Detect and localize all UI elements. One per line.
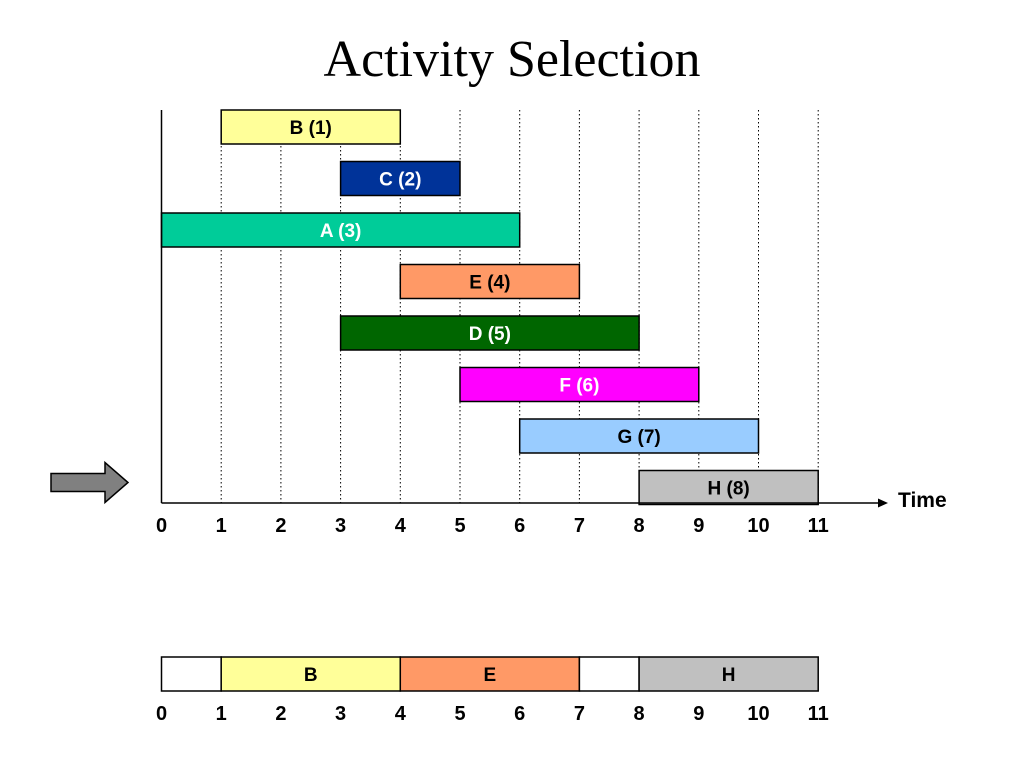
selection-tick-label: 3 (335, 703, 346, 725)
tick-label: 10 (747, 515, 769, 537)
tick-label: 0 (156, 515, 167, 537)
selection-segment-rect (638, 656, 819, 692)
selection-tick-label: 7 (574, 703, 585, 725)
selection-tick-label: 5 (454, 703, 465, 725)
tick-label: 3 (335, 515, 346, 537)
activity-bar: F (6) (459, 366, 700, 403)
selection-tick-label: 2 (275, 703, 286, 725)
activity-bar-rect (220, 109, 402, 145)
activity-bar-rect (399, 263, 581, 300)
slide-title: Activity Selection (323, 31, 701, 88)
selection-segment (578, 656, 640, 692)
selection-tick-label: 10 (747, 703, 769, 725)
activity-bar: G (7) (518, 418, 760, 454)
tick-label: 9 (693, 515, 704, 537)
selection-segment: E (399, 656, 581, 692)
activity-bar: H (8) (638, 469, 819, 506)
tick-label: 5 (454, 515, 465, 537)
selection-segment-label: H (722, 665, 736, 686)
selection-tick-label: 4 (395, 703, 407, 725)
activity-bar: B (1) (220, 109, 402, 145)
activity-bar-rect (638, 469, 819, 506)
right-arrow-icon (50, 460, 130, 505)
activity-bar-label: D (5) (469, 324, 511, 345)
selection-segment: B (220, 656, 402, 692)
selection-tick-label: 11 (808, 703, 829, 725)
activity-bar-rect (459, 366, 700, 403)
tick-label: 6 (514, 515, 525, 537)
selection-tick-label: 9 (693, 703, 704, 725)
selection-tick-label: 6 (514, 703, 525, 725)
selection-tick-label: 1 (216, 703, 227, 725)
tick-label: 2 (275, 515, 286, 537)
selection-segment-rect (220, 656, 402, 692)
tick-label: 4 (395, 515, 407, 537)
selection-segment-rect (160, 656, 222, 692)
tick-label: 7 (574, 515, 585, 537)
activity-bar-label: F (6) (559, 376, 599, 397)
time-axis: Time 0 1 2 3 4 5 6 7 8 9 10 11 (156, 110, 947, 537)
activity-bar-label: G (7) (617, 427, 660, 448)
selection-segment-rect (399, 656, 581, 692)
axis-arrowhead-icon (878, 498, 888, 508)
tick-label: 8 (634, 515, 645, 537)
activity-bar-label: B (1) (290, 118, 332, 139)
selection-tick-label: 0 (156, 703, 167, 725)
selected-activities-strip: B E H 0 1 2 3 4 5 6 7 8 9 10 11 (156, 656, 829, 725)
pointer-arrow-group (50, 460, 130, 505)
selection-segment-label: B (304, 665, 318, 686)
selection-segment: H (638, 656, 819, 692)
axis-label: Time (898, 489, 947, 512)
activity-bar: D (5) (339, 315, 640, 351)
tick-label: 11 (808, 515, 829, 537)
activity-bar-rect (339, 315, 640, 351)
selection-segment (160, 656, 222, 692)
activity-bar: C (2) (339, 160, 461, 197)
selection-segment-rect (578, 656, 640, 692)
selection-tick-label: 8 (634, 703, 645, 725)
activity-bar-rect (518, 418, 760, 454)
activity-bar: A (3) (160, 212, 521, 248)
activity-bar-label: A (3) (320, 221, 362, 242)
activity-bar-label: E (4) (469, 273, 510, 294)
selection-segment-label: E (484, 665, 497, 686)
tick-label: 1 (216, 515, 227, 537)
activity-bar-label: C (2) (379, 170, 421, 191)
activity-bar-rect (339, 160, 461, 197)
activity-bar: E (4) (399, 263, 581, 300)
activity-bars: B (1) C (2) A (3) E (4) D (5) F (6) G (7) H (8) (160, 109, 819, 506)
activity-bar-label: H (8) (708, 479, 750, 500)
